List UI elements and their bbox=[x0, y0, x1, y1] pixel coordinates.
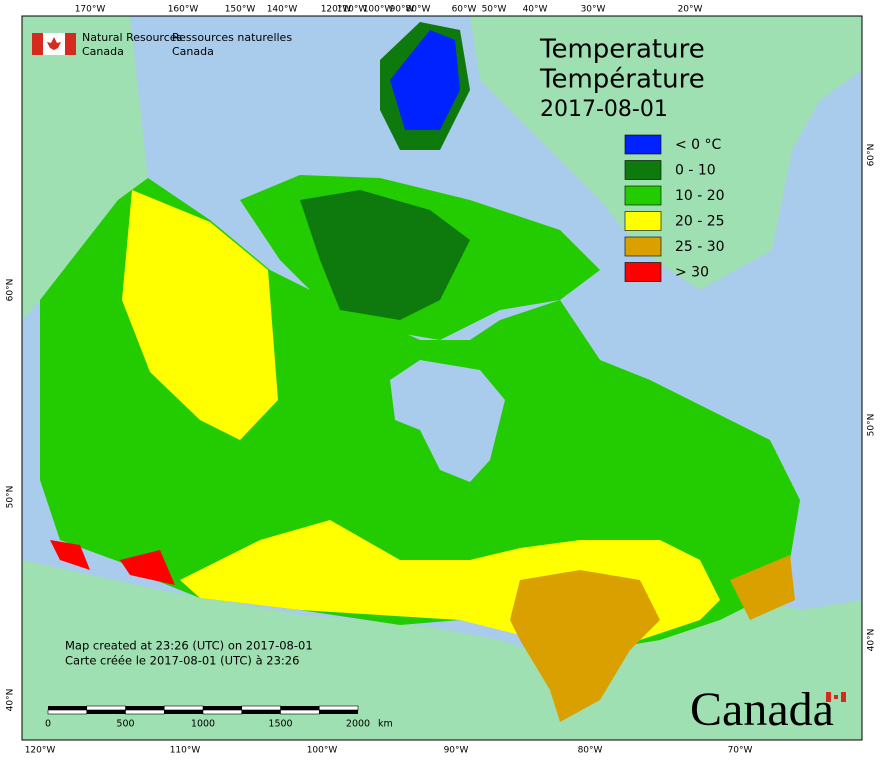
scale-segment bbox=[47, 709, 88, 715]
title: Température bbox=[539, 65, 705, 95]
footer-note: Carte créée le 2017-08-01 (UTC) à 23:26 bbox=[65, 654, 299, 668]
logo: Natural Resources Canada Ressources natu… bbox=[32, 31, 292, 58]
flag-right bbox=[841, 692, 846, 702]
very-hot-coast bbox=[50, 540, 90, 570]
warm-northwest bbox=[122, 190, 278, 440]
legend-label: 20 - 25 bbox=[675, 214, 725, 230]
longitude-label: 30°W bbox=[581, 5, 606, 15]
longitude-label: 150°W bbox=[225, 5, 256, 15]
scale-segment bbox=[241, 705, 281, 711]
longitude-label: 140°W bbox=[267, 5, 298, 15]
longitude-label: 120°W bbox=[25, 746, 56, 756]
latitude-label: 60°N bbox=[6, 279, 16, 302]
flag-right bbox=[65, 33, 76, 55]
longitude-label: 170°W bbox=[75, 5, 106, 15]
longitude-label: 20°W bbox=[678, 5, 703, 15]
legend-swatch bbox=[624, 262, 662, 282]
legend-swatch bbox=[624, 160, 662, 180]
scale-label: 1500 bbox=[268, 719, 292, 730]
scale-segment bbox=[125, 709, 165, 715]
flag-left bbox=[32, 33, 43, 55]
legend-label: 0 - 10 bbox=[675, 163, 716, 179]
wordmark: Canada bbox=[690, 683, 834, 736]
title: Temperature bbox=[539, 35, 705, 65]
scale-segment bbox=[319, 710, 358, 714]
scale-bar: 0 500 1000 1500 2000 km bbox=[45, 705, 393, 730]
longitude-label: 110°W bbox=[337, 5, 368, 15]
agency-fr: Ressources naturelles bbox=[172, 31, 292, 44]
latitude-label: 40°N bbox=[6, 689, 16, 712]
latitude-label: 60°N bbox=[867, 144, 877, 167]
legend: < 0 °C 0 - 10 10 - 20 20 - 25 25 - 30 > 30 bbox=[624, 134, 725, 282]
very-hot-interior bbox=[120, 550, 175, 585]
maple-leaf bbox=[834, 695, 838, 699]
scale-segment bbox=[203, 706, 242, 710]
scale-segment bbox=[86, 710, 126, 714]
legend-label: 10 - 20 bbox=[675, 188, 725, 204]
hot-maritimes bbox=[730, 555, 795, 620]
arctic-cold bbox=[300, 190, 470, 320]
scale-label: 2000 bbox=[346, 719, 370, 730]
maple-leaf bbox=[47, 37, 61, 50]
scale-segment bbox=[125, 706, 165, 710]
longitude-label: 60°W bbox=[452, 5, 477, 15]
flag-left bbox=[826, 692, 831, 702]
longitude-label: 160°W bbox=[168, 5, 199, 15]
longitude-label: 120°W bbox=[321, 5, 352, 15]
legend-swatch bbox=[624, 236, 662, 257]
longitude-label: 70°W bbox=[728, 746, 753, 756]
legend-swatch bbox=[624, 211, 662, 231]
footer-note: Map created at 23:26 (UTC) on 2017-08-01 bbox=[65, 639, 313, 653]
scale-segment bbox=[164, 710, 203, 714]
longitude-label: 100°W bbox=[363, 5, 394, 15]
scale-label: 0 bbox=[45, 719, 51, 730]
greenland bbox=[470, 16, 862, 290]
scale-segment bbox=[280, 706, 320, 710]
frame-border bbox=[21, 15, 863, 741]
longitude-label: 50°W bbox=[482, 5, 507, 15]
latitude-label: 50°N bbox=[867, 414, 877, 437]
longitude-label: 100°W bbox=[307, 746, 338, 756]
longitude-label: 90°W bbox=[390, 5, 415, 15]
scale-segment bbox=[202, 709, 243, 715]
alaska bbox=[22, 16, 148, 320]
latitude-label: 40°N bbox=[867, 629, 877, 652]
hot-ontario bbox=[510, 570, 660, 722]
scale-segment bbox=[318, 705, 359, 711]
agency-en: Canada bbox=[82, 45, 124, 58]
longitude-label: 80°W bbox=[406, 5, 431, 15]
usa bbox=[22, 560, 862, 740]
scale-segment bbox=[48, 706, 87, 710]
scale-label: 500 bbox=[116, 719, 134, 730]
graticule-labels: 170°W 160°W 150°W 140°W 120°W110°W100°W90°W8… bbox=[6, 5, 877, 756]
legend-label: < 0 °C bbox=[675, 137, 722, 153]
longitude-label: 80°W bbox=[578, 746, 603, 756]
longitude-label: 90°W bbox=[444, 746, 469, 756]
legend-label: > 30 bbox=[675, 265, 709, 281]
legend-swatch bbox=[624, 134, 662, 155]
legend-label: 25 - 30 bbox=[675, 239, 725, 255]
agency-en: Natural Resources bbox=[82, 31, 183, 44]
scale-segment bbox=[163, 705, 204, 711]
agency-fr: Canada bbox=[172, 45, 214, 58]
ellesmere-ice bbox=[390, 30, 460, 130]
date: 2017-08-01 bbox=[540, 97, 668, 122]
scale-segment bbox=[280, 709, 320, 715]
latitude-label: 50°N bbox=[6, 486, 16, 509]
scale-segment bbox=[86, 705, 126, 711]
legend-swatch bbox=[624, 185, 662, 206]
longitude-label: 110°W bbox=[170, 746, 201, 756]
scale-unit: km bbox=[378, 719, 393, 730]
longitude-label: 40°W bbox=[523, 5, 548, 15]
wordmark-flag bbox=[826, 692, 846, 702]
map-frame bbox=[21, 15, 863, 741]
hudson-bay bbox=[390, 360, 505, 482]
scale-label: 1000 bbox=[191, 719, 215, 730]
scale-segment bbox=[241, 710, 281, 714]
